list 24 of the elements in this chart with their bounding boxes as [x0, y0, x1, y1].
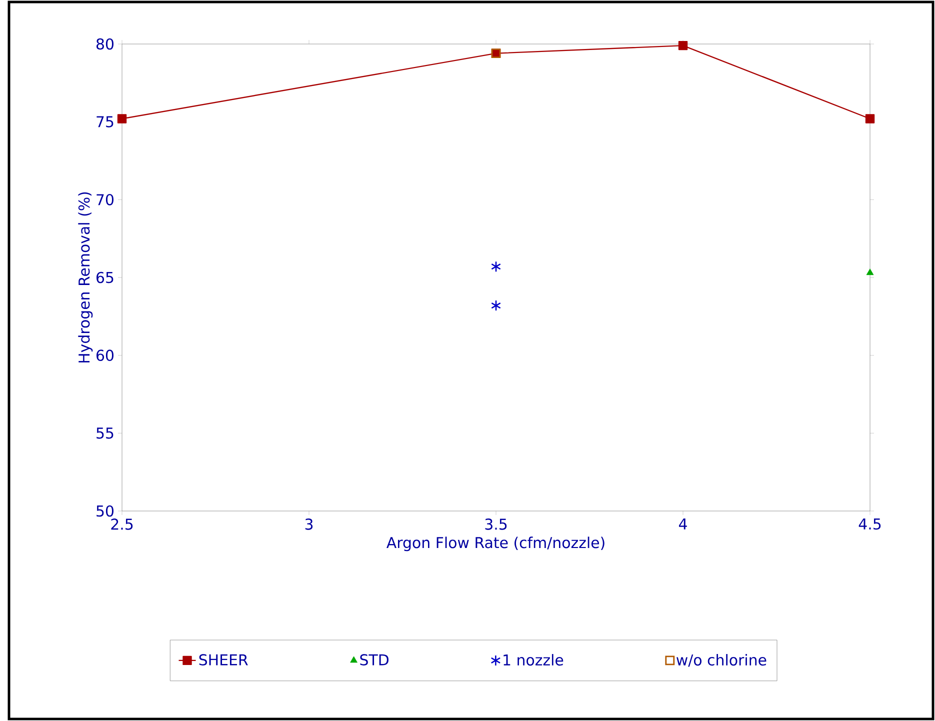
- x-tick-label: 3: [305, 518, 313, 530]
- y-axis-title: Hydrogen Removal (%): [78, 192, 93, 362]
- point: [491, 260, 501, 272]
- y-tick-label: 80: [96, 38, 114, 50]
- y-tick-label: 75: [96, 116, 114, 128]
- x-tick-label: 4: [678, 518, 687, 530]
- legend-label: STD: [360, 654, 388, 666]
- point: [865, 114, 875, 124]
- point: [491, 300, 501, 312]
- x-tick-label: 3.5: [485, 518, 507, 530]
- x-tick-label: 2.5: [111, 518, 133, 530]
- y-tick-label: 65: [96, 272, 114, 284]
- x-axis-title: Argon Flow Rate (cfm/nozzle): [386, 536, 604, 552]
- point: [117, 114, 127, 124]
- y-tick-label: 70: [96, 194, 114, 206]
- legend-label: w/o chlorine: [676, 654, 766, 667]
- x-tick-label: 4.5: [858, 518, 881, 530]
- point: [678, 40, 688, 50]
- y-tick-label: 55: [96, 428, 114, 439]
- y-tick-label: 60: [96, 350, 114, 361]
- point: [866, 268, 874, 276]
- legend-label: SHEER: [199, 654, 248, 666]
- legend-label: 1 nozzle: [504, 654, 564, 666]
- y-tick-label: 50: [96, 505, 114, 517]
